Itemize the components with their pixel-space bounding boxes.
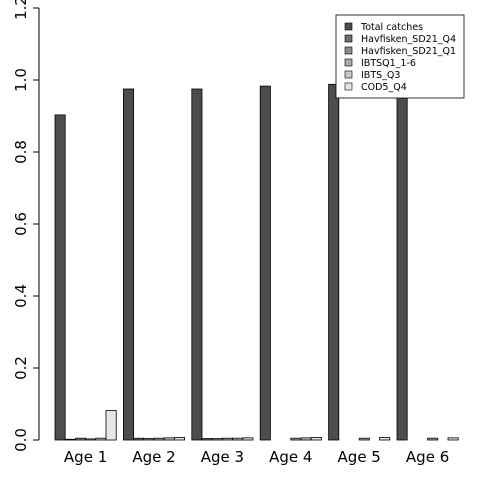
bar (191, 88, 203, 441)
bar (396, 91, 408, 441)
bar (143, 438, 155, 441)
legend-swatch (344, 82, 353, 91)
bar (358, 437, 370, 441)
bar (95, 437, 107, 441)
y-tick-label: 0.4 (12, 284, 30, 308)
bar (221, 437, 233, 441)
y-tick-label: 0.6 (12, 212, 30, 236)
bars-group (54, 83, 459, 441)
legend-label: Havfisken_SD21_Q1 (361, 46, 456, 57)
legend-label: Total catches (360, 22, 423, 33)
legend-swatch (344, 70, 353, 79)
bar (310, 437, 322, 441)
bar (211, 438, 223, 441)
bar (123, 88, 135, 441)
y-tick-label: 1.2 (12, 0, 30, 20)
x-tick-labels: Age 1 Age 2 Age 3 Age 4 Age 5 Age 6 (64, 448, 449, 466)
bar (54, 114, 66, 441)
legend-label: IBTS_Q3 (361, 70, 400, 81)
legend-label: COD5_Q4 (361, 82, 407, 93)
bar (133, 437, 145, 441)
legend: Total catchesHavfisken_SD21_Q4Havfisken_… (335, 14, 465, 99)
y-tick-label: 0.2 (12, 356, 30, 380)
bar (85, 438, 97, 441)
bar (379, 437, 391, 441)
bar (427, 437, 439, 441)
bar (300, 437, 312, 441)
legend-box (335, 14, 465, 99)
bar (232, 437, 244, 441)
legend-label: IBTSQ1_1-6 (361, 58, 416, 69)
x-tick-label: Age 2 (132, 448, 175, 466)
bar (163, 437, 175, 441)
x-tick-label: Age 4 (269, 448, 312, 466)
y-tick-label: 0.8 (12, 140, 30, 164)
x-tick-label: Age 6 (406, 448, 449, 466)
x-tick-label: Age 3 (201, 448, 244, 466)
x-tick-label: Age 1 (64, 448, 107, 466)
x-tick-label: Age 5 (338, 448, 381, 466)
bar (105, 410, 117, 441)
bar (173, 437, 185, 441)
legend-label: Havfisken_SD21_Q4 (361, 34, 456, 45)
bar (447, 437, 459, 441)
legend-swatch (344, 22, 353, 31)
bar (75, 437, 87, 441)
legend-swatch (344, 34, 353, 43)
bar (328, 83, 340, 441)
bar (242, 437, 254, 441)
y-tick-label: 1.0 (12, 68, 30, 92)
y-tick-label: 0.0 (12, 428, 30, 452)
bar (290, 437, 302, 441)
bar (64, 438, 76, 441)
bar (153, 437, 165, 441)
legend-swatch (344, 58, 353, 67)
bar (259, 85, 271, 441)
legend-swatch (344, 46, 353, 55)
y-ticks: 0.0 0.2 0.4 0.6 0.8 1.0 1.2 (12, 0, 39, 452)
bar (201, 438, 213, 441)
